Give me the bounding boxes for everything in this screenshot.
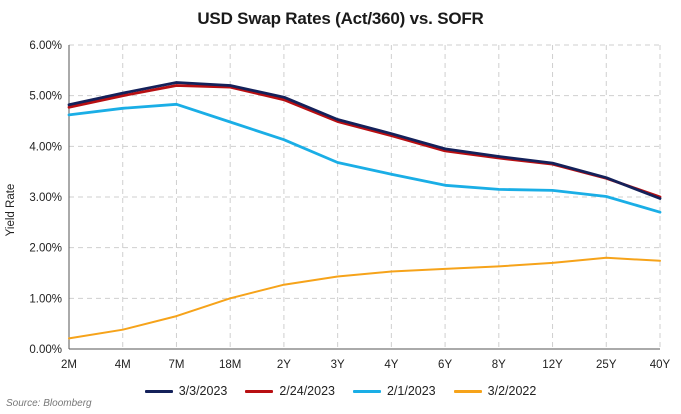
legend-swatch <box>453 389 482 393</box>
x-tick-label: 2Y <box>277 359 291 371</box>
series-line-3-3-2023 <box>67 81 662 200</box>
legend-label: 3/2/2022 <box>487 384 537 398</box>
x-tick-label: 8Y <box>492 359 506 371</box>
series-line-3-2-2022 <box>68 256 661 340</box>
legend-swatch <box>144 389 173 393</box>
tick-labels: 0.00% 1.00% 2.00% 3.00% 4.00% 5.00% 6.00% 2M 4M 7… <box>29 40 670 371</box>
y-tick-label: 1.00% <box>29 293 62 305</box>
legend-swatch <box>352 389 381 393</box>
legend-swatch <box>245 389 274 393</box>
y-tick-label: 2.00% <box>29 243 62 255</box>
x-tick-label: 4Y <box>384 359 398 371</box>
grid-lines <box>69 44 661 349</box>
x-tick-label: 2M <box>61 359 77 371</box>
y-tick-label: 4.00% <box>29 141 62 153</box>
x-tick-label: 3Y <box>331 359 345 371</box>
series-lines <box>67 81 662 340</box>
source-note: Source: Bloomberg <box>6 398 92 409</box>
x-tick-label: 25Y <box>596 359 617 371</box>
legend: 3/3/2023 2/24/2023 2/1/2023 3/2/2022 <box>0 384 681 398</box>
legend-item: 3/3/2023 <box>144 384 228 398</box>
legend-label: 2/24/2023 <box>279 384 335 398</box>
axes <box>68 45 660 350</box>
legend-label: 2/1/2023 <box>386 384 436 398</box>
legend-item: 2/1/2023 <box>352 384 436 398</box>
legend-item: 3/2/2022 <box>453 384 537 398</box>
y-tick-label: 0.00% <box>29 344 62 356</box>
chart-title: USD Swap Rates (Act/360) vs. SOFR <box>197 9 484 28</box>
x-tick-label: 40Y <box>650 359 671 371</box>
series-line-2-1-2023 <box>67 102 662 214</box>
legend-label: 3/3/2023 <box>178 384 228 398</box>
x-tick-label: 4M <box>115 359 131 371</box>
y-tick-label: 3.00% <box>29 192 62 204</box>
x-tick-label: 7M <box>168 359 184 371</box>
legend-item: 2/24/2023 <box>245 384 335 398</box>
y-axis-label: Yield Rate <box>5 184 17 237</box>
y-tick-label: 6.00% <box>29 40 62 52</box>
x-tick-label: 12Y <box>542 359 563 371</box>
y-tick-label: 5.00% <box>29 91 62 103</box>
x-tick-label: 6Y <box>438 359 452 371</box>
x-tick-label: 18M <box>219 359 241 371</box>
series-line-2-24-2023 <box>67 84 662 199</box>
